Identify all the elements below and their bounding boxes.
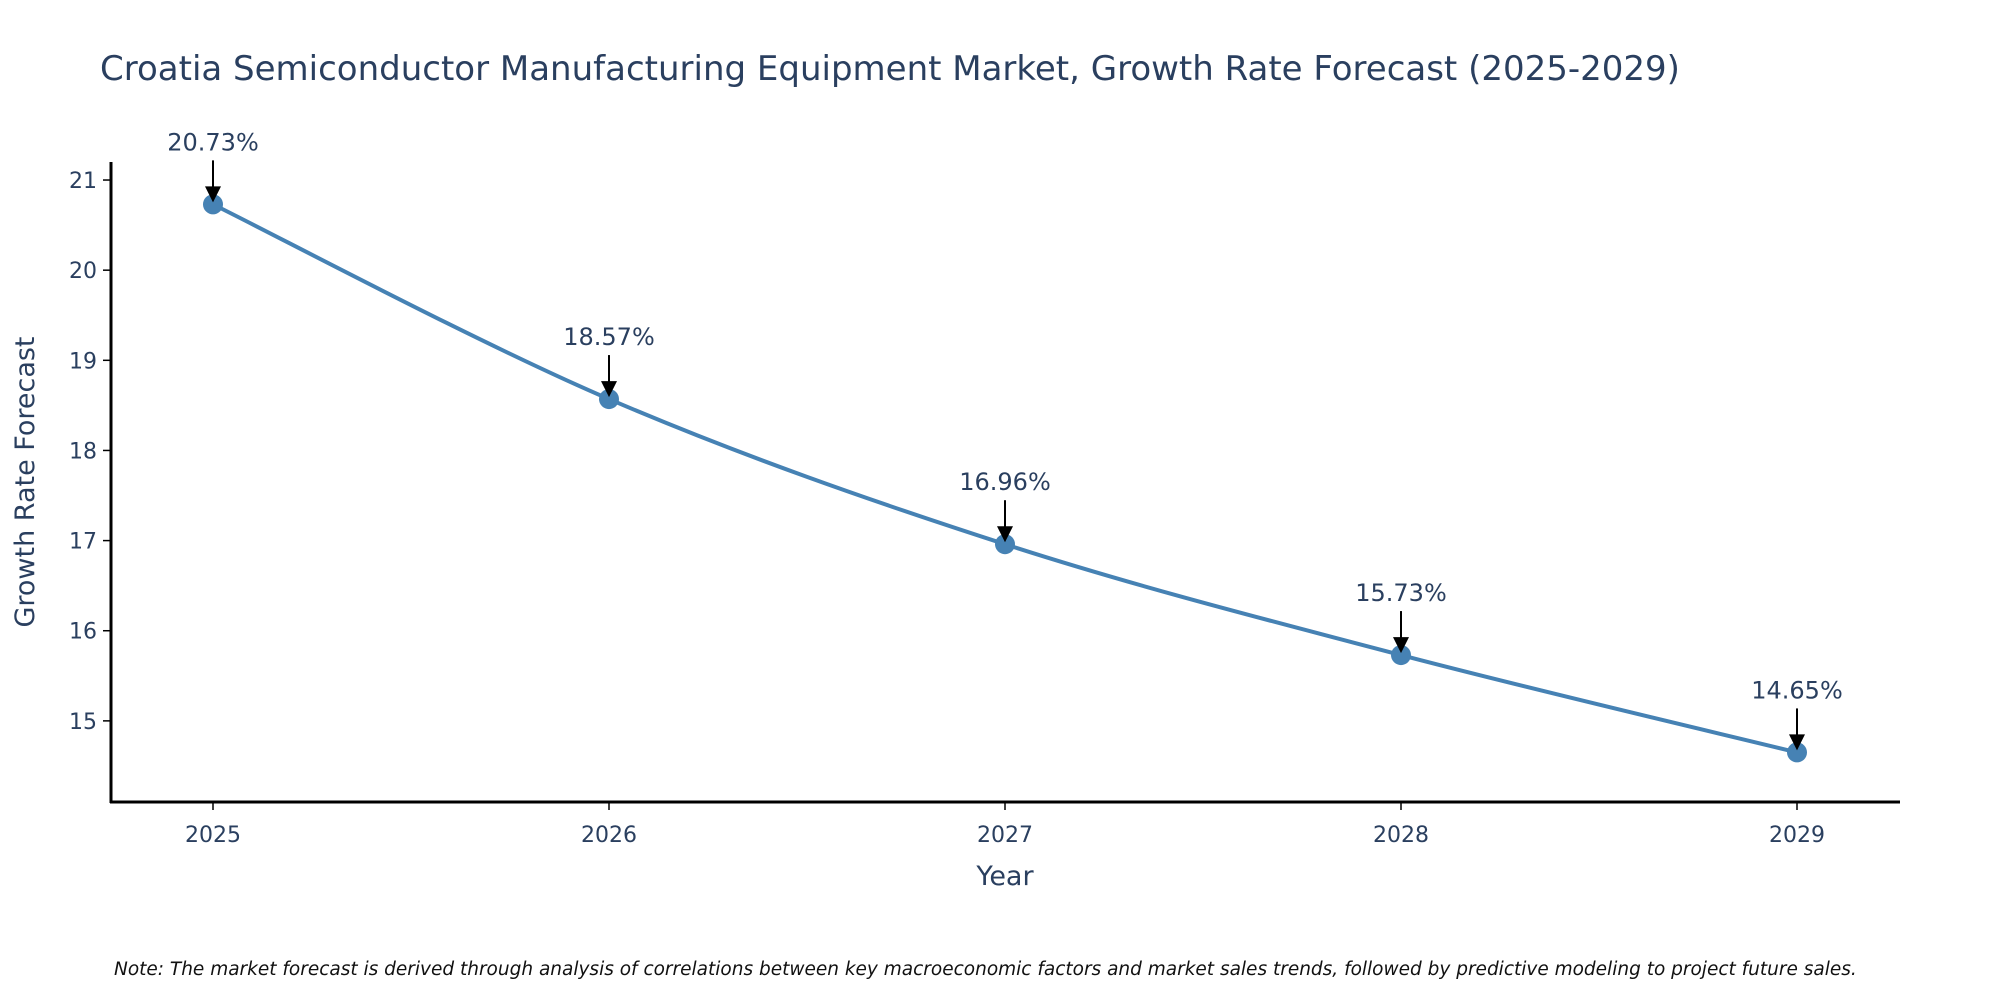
x-axis-title: Year <box>975 861 1034 892</box>
y-tick-label: 16 <box>69 620 97 645</box>
data-label-2029: 14.65% <box>1751 676 1843 704</box>
x-tick-label: 2026 <box>581 823 637 848</box>
x-tick-label: 2029 <box>1769 823 1825 848</box>
data-point-2029 <box>1787 742 1807 763</box>
data-points <box>203 194 1807 763</box>
x-tick-label: 2027 <box>977 823 1033 848</box>
x-tick-label: 2025 <box>185 823 241 848</box>
forecast-note: Note: The market forecast is derived thr… <box>114 959 1857 980</box>
annotation-arrowhead <box>601 381 617 398</box>
annotation-arrowhead <box>997 526 1013 543</box>
data-label-2026: 18.57% <box>563 323 655 351</box>
y-tick-label: 21 <box>69 169 97 194</box>
y-tick-label: 15 <box>69 710 97 735</box>
data-point-2025 <box>203 194 223 215</box>
annotation-arrowhead <box>205 186 221 203</box>
data-point-2027 <box>995 534 1015 555</box>
y-axis-ticks: 15 16 17 18 19 20 21 <box>69 169 111 735</box>
chart-title: Croatia Semiconductor Manufacturing Equi… <box>100 49 1680 89</box>
y-tick-label: 17 <box>69 530 97 555</box>
data-point-2026 <box>599 389 619 410</box>
y-tick-label: 18 <box>69 439 97 464</box>
y-tick-label: 19 <box>69 349 97 374</box>
data-label-2028: 15.73% <box>1355 579 1447 607</box>
data-label-2027: 16.96% <box>959 468 1051 496</box>
y-tick-label: 20 <box>69 259 97 284</box>
data-annotations: 20.73% 18.57% 16.96% 15.73% 14.65% <box>167 128 1843 751</box>
annotation-arrowhead <box>1789 734 1805 751</box>
data-point-2028 <box>1391 645 1411 666</box>
x-axis-ticks: 2025 2026 2027 2028 2029 <box>185 802 1825 848</box>
data-label-2025: 20.73% <box>167 128 259 156</box>
x-tick-label: 2028 <box>1373 823 1429 848</box>
y-axis-title: Growth Rate Forecast <box>10 336 41 627</box>
annotation-arrowhead <box>1393 637 1409 654</box>
